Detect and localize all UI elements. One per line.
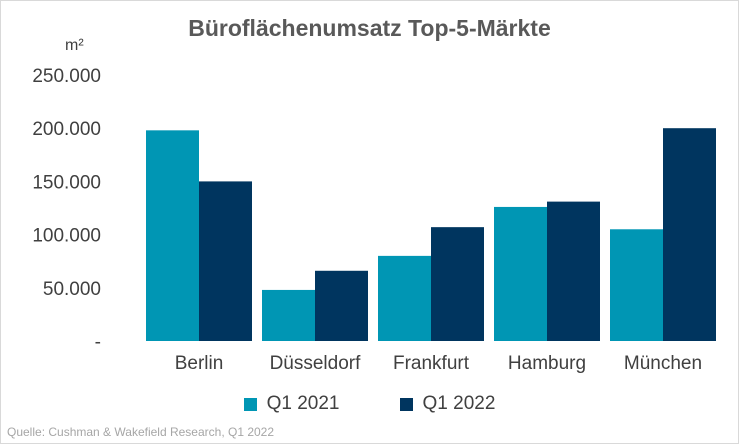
bar-berlin-q1-2022	[199, 181, 252, 341]
legend-item-q1-2021: Q1 2021	[243, 393, 340, 415]
legend-swatch-q1-2022	[399, 397, 413, 411]
bar-münchen-q1-2022	[663, 128, 716, 341]
y-tick-label: 50.000	[43, 279, 101, 300]
x-tick-label: München	[624, 353, 702, 374]
legend: Q1 2021 Q1 2022	[1, 393, 738, 415]
chart-title: Büroflächenumsatz Top-5-Märkte	[188, 15, 551, 41]
y-tick-label: 250.000	[32, 66, 101, 87]
bar-münchen-q1-2021	[610, 229, 663, 341]
x-tick-label: Hamburg	[508, 353, 586, 374]
bar-hamburg-q1-2021	[494, 206, 547, 341]
legend-swatch-q1-2021	[243, 397, 257, 411]
y-axis-unit: m²	[65, 37, 84, 54]
bar-frankfurt-q1-2021	[378, 255, 431, 341]
bar-frankfurt-q1-2022	[431, 227, 484, 341]
source-note: Quelle: Cushman & Wakefield Research, Q1…	[7, 425, 275, 439]
legend-label-q1-2022: Q1 2022	[422, 393, 496, 414]
y-tick-label: 150.000	[32, 172, 101, 193]
x-tick-label: Düsseldorf	[270, 353, 362, 374]
y-tick-label: 200.000	[32, 119, 101, 140]
y-tick-label: 100.000	[32, 226, 101, 247]
x-tick-label: Frankfurt	[393, 353, 470, 374]
bar-düsseldorf-q1-2021	[262, 289, 315, 341]
y-tick-label: -	[95, 332, 101, 353]
bar-berlin-q1-2021	[146, 130, 199, 341]
x-tick-label: Berlin	[175, 353, 224, 374]
legend-item-q1-2022: Q1 2022	[399, 393, 496, 415]
legend-label-q1-2021: Q1 2021	[266, 393, 340, 414]
bar-hamburg-q1-2022	[547, 201, 600, 341]
bar-düsseldorf-q1-2022	[315, 270, 368, 341]
